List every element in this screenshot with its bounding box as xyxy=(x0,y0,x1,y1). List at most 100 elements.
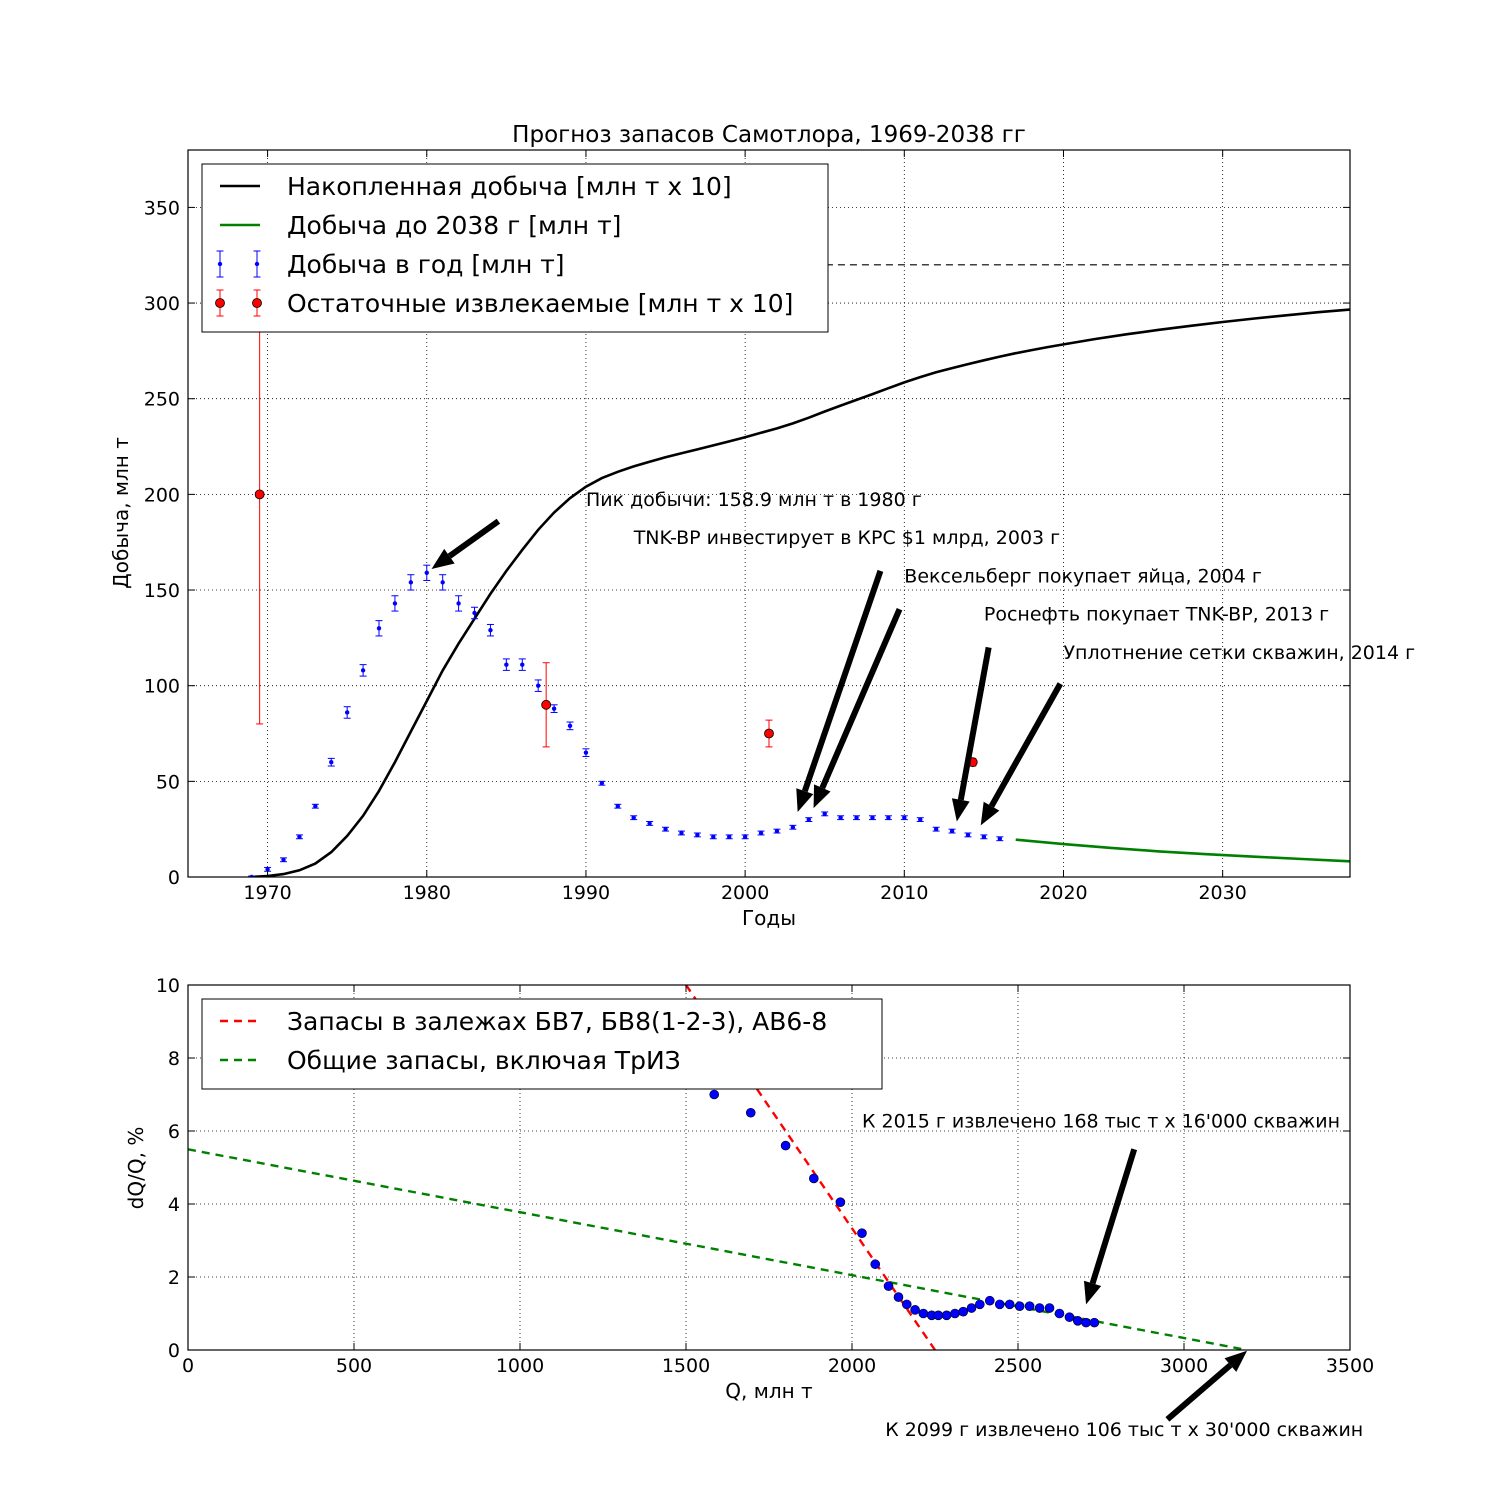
decline-chart: 0 500 1000 1500 2000 2500 3000 3500 0 2 4 6 8 10 Q, м… xyxy=(124,975,1374,1441)
y-tick-label: 150 xyxy=(144,580,180,602)
y-tick-label: 0 xyxy=(168,867,180,889)
data-point xyxy=(254,489,265,500)
data-point xyxy=(1072,1316,1083,1326)
annotation-text: Уплотнение сетки скважин, 2014 г xyxy=(1063,642,1415,664)
annotation-arrow xyxy=(951,646,992,822)
x-tick-label: 2020 xyxy=(1039,882,1087,904)
legend-entry: Накопленная добыча [млн т х 10] xyxy=(287,172,732,201)
y-tick-label: 250 xyxy=(144,389,180,411)
data-point xyxy=(933,1310,944,1321)
plot-area xyxy=(248,264,1350,877)
legend-box xyxy=(201,998,883,1090)
axis-ticks: 1970 1980 1990 2000 2010 2020 2030 0 50 100 150 200… xyxy=(144,150,1350,904)
data-point xyxy=(933,826,939,832)
data-point xyxy=(806,817,811,822)
data-point xyxy=(520,662,525,667)
data-point xyxy=(1064,1312,1075,1322)
legend-entry: Добыча до 2038 г [млн т] xyxy=(287,211,621,240)
data-point xyxy=(965,832,971,838)
data-point xyxy=(918,817,923,822)
data-point xyxy=(504,662,509,667)
x-tick-label: 2000 xyxy=(828,1355,876,1377)
data-point xyxy=(281,857,286,862)
arrow-shaft xyxy=(1089,1148,1138,1285)
annotations: К 2015 г извлечено 168 тыс т х 16'000 ск… xyxy=(862,1110,1363,1440)
x-axis-label: Q, млн т xyxy=(725,1379,813,1403)
arrow-shaft xyxy=(957,646,992,801)
series-line xyxy=(251,308,1350,877)
data-point xyxy=(870,1259,881,1270)
annotations: Пик добычи: 158.9 млн т в 1980 г TNK-BP и… xyxy=(431,489,1415,826)
arrow-shaft xyxy=(801,569,884,793)
data-point xyxy=(1054,1308,1065,1319)
x-tick-label: 500 xyxy=(336,1355,372,1377)
y-tick-label: 350 xyxy=(144,197,180,219)
data-point xyxy=(854,815,859,820)
data-point xyxy=(745,1107,756,1118)
data-point xyxy=(297,834,302,840)
data-point xyxy=(360,668,366,673)
data-point xyxy=(615,804,620,809)
data-point xyxy=(265,867,270,872)
annotation-text: К 2015 г извлечено 168 тыс т х 16'000 ск… xyxy=(862,1110,1340,1132)
data-point xyxy=(870,815,875,820)
data-point xyxy=(424,570,429,576)
data-point xyxy=(997,836,1003,841)
x-tick-label: 2030 xyxy=(1198,882,1246,904)
legend-swatch-marker xyxy=(254,261,260,267)
data-point xyxy=(958,1306,969,1317)
y-tick-label: 0 xyxy=(168,1340,180,1362)
y-tick-label: 10 xyxy=(156,975,180,997)
data-point xyxy=(893,1292,904,1302)
data-point xyxy=(822,811,827,817)
x-tick-label: 2500 xyxy=(994,1355,1042,1377)
data-point xyxy=(599,781,605,786)
legend: Накопленная добыча [млн т х 10] Добыча до… xyxy=(201,163,829,333)
legend-swatch-marker xyxy=(252,298,262,308)
legend-entry: Остаточные извлекаемые [млн т х 10] xyxy=(287,289,793,318)
arrow-shaft xyxy=(819,607,903,790)
legend: Запасы в залежах БВ7, БВ8(1-2-3), АВ6-8 О… xyxy=(201,998,883,1090)
y-tick-label: 2 xyxy=(168,1267,180,1289)
data-point xyxy=(1034,1303,1045,1313)
data-point xyxy=(1024,1301,1035,1311)
data-point xyxy=(1044,1303,1055,1313)
data-point xyxy=(1089,1317,1100,1328)
data-point xyxy=(764,728,774,739)
annotation-text: TNK-BP инвестирует в КРС $1 млрд, 2003 г xyxy=(633,527,1060,549)
data-point xyxy=(440,580,445,585)
series-line xyxy=(1015,838,1350,863)
y-tick-label: 4 xyxy=(168,1194,180,1216)
data-point xyxy=(949,828,955,834)
data-point xyxy=(392,601,398,606)
data-point xyxy=(941,1310,952,1321)
annotation-text: К 2099 г извлечено 106 тыс т х 30'000 ск… xyxy=(885,1419,1363,1441)
data-point xyxy=(1004,1299,1015,1310)
data-point xyxy=(886,815,891,820)
data-point xyxy=(981,834,987,840)
y-tick-label: 8 xyxy=(168,1048,180,1070)
y-tick-label: 100 xyxy=(144,676,180,698)
data-point xyxy=(727,834,732,840)
x-tick-label: 1500 xyxy=(662,1355,710,1377)
data-point xyxy=(883,1281,894,1291)
axes-frame xyxy=(187,149,1351,878)
x-tick-label: 3000 xyxy=(1160,1355,1208,1377)
data-point xyxy=(835,1197,846,1207)
annotation-arrow xyxy=(431,518,501,569)
legend-entry: Добыча в год [млн т] xyxy=(287,250,565,279)
data-point xyxy=(695,832,700,838)
data-point xyxy=(780,1140,791,1151)
data-point xyxy=(975,1299,985,1310)
arrow-shaft xyxy=(1165,1362,1233,1422)
x-axis-label: Годы xyxy=(742,906,796,930)
data-point xyxy=(966,1303,977,1313)
annotation-text: Пик добычи: 158.9 млн т в 1980 г xyxy=(586,489,922,511)
data-point xyxy=(918,1308,929,1319)
data-point xyxy=(758,830,764,836)
y-tick-label: 6 xyxy=(168,1121,180,1143)
data-point xyxy=(344,710,350,715)
annotation-text: Вексельберг покупает яйца, 2004 г xyxy=(904,565,1262,587)
data-point xyxy=(583,750,589,755)
x-tick-label: 1980 xyxy=(403,882,451,904)
